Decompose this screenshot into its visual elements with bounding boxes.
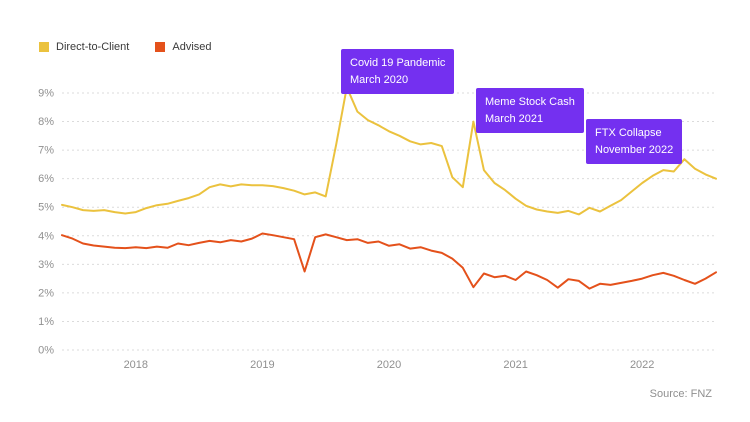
y-tick-label: 6% xyxy=(38,173,54,185)
annotation-ftx-date: November 2022 xyxy=(595,143,674,156)
y-tick-label: 5% xyxy=(38,202,54,214)
annotation-meme-date: March 2021 xyxy=(485,112,544,125)
annotation-covid-title: Covid 19 Pandemic xyxy=(350,57,446,69)
annotation-covid-pandemic: Covid 19 Pandemic March 2020 xyxy=(341,49,455,94)
legend-item-advised: Advised xyxy=(155,41,212,53)
y-tick-label: 8% xyxy=(38,116,54,128)
y-tick-label: 2% xyxy=(38,287,54,299)
x-tick-label: 2022 xyxy=(630,359,654,371)
y-tick-label: 7% xyxy=(38,145,54,157)
x-tick-label: 2021 xyxy=(503,359,527,371)
legend-label-direct-to-client: Direct-to-Client xyxy=(56,41,130,53)
legend-swatch-advised xyxy=(155,42,166,52)
y-tick-label: 0% xyxy=(38,345,54,357)
x-tick-label: 2019 xyxy=(250,359,274,371)
series-line-advised xyxy=(61,232,717,290)
annotation-ftx-collapse: FTX Collapse November 2022 xyxy=(586,119,683,164)
annotation-meme-stock: Meme Stock Cash March 2021 xyxy=(476,88,584,133)
annotation-covid-date: March 2020 xyxy=(350,73,409,86)
legend-label-advised: Advised xyxy=(172,41,212,53)
x-tick-label: 2020 xyxy=(377,359,401,371)
series-line-direct-to-client xyxy=(61,86,717,216)
annotation-ftx-title: FTX Collapse xyxy=(595,127,662,139)
y-tick-label: 9% xyxy=(38,88,54,100)
annotation-meme-title: Meme Stock Cash xyxy=(485,96,575,108)
y-tick-label: 1% xyxy=(38,316,54,328)
y-tick-label: 3% xyxy=(38,259,54,271)
source-attribution: Source: FNZ xyxy=(649,388,712,400)
legend-item-direct-to-client: Direct-to-Client xyxy=(39,41,129,53)
x-tick-label: 2018 xyxy=(124,359,148,371)
legend-swatch-direct-to-client xyxy=(39,42,49,52)
y-tick-label: 4% xyxy=(38,230,54,242)
chart-legend: Direct-to-Client Advised xyxy=(39,41,212,53)
